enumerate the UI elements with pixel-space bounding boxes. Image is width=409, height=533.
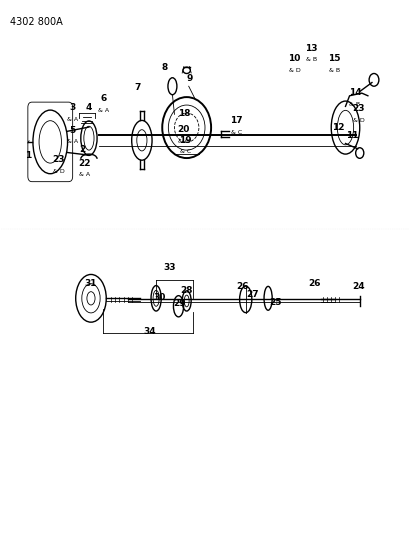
Text: & C: & C [180, 149, 191, 155]
Text: 27: 27 [246, 289, 259, 298]
Text: 15: 15 [328, 54, 340, 63]
Text: & A: & A [67, 117, 78, 122]
Text: 24: 24 [352, 282, 364, 291]
Text: & D: & D [288, 68, 300, 73]
Text: 25: 25 [268, 298, 281, 307]
Text: & B: & B [306, 57, 317, 62]
Text: 4: 4 [85, 103, 92, 112]
Text: 9: 9 [186, 74, 192, 83]
Text: 29: 29 [173, 299, 186, 308]
Text: 19: 19 [179, 136, 191, 145]
Text: 34: 34 [144, 327, 156, 336]
Text: 22: 22 [79, 159, 91, 167]
Text: & C: & C [231, 130, 242, 135]
Text: 23: 23 [352, 104, 364, 113]
Text: 4302 800A: 4302 800A [9, 17, 62, 27]
Text: 20: 20 [177, 125, 189, 134]
Text: 33: 33 [162, 263, 175, 272]
Text: 31: 31 [84, 279, 96, 288]
Text: 13: 13 [305, 44, 317, 53]
Text: 23: 23 [52, 155, 65, 164]
Text: 3: 3 [70, 103, 76, 112]
Text: 17: 17 [230, 116, 243, 125]
Text: & A: & A [79, 172, 90, 177]
Text: 11: 11 [345, 131, 358, 140]
Text: & C: & C [178, 139, 189, 144]
Text: 7: 7 [134, 83, 141, 92]
Text: 5: 5 [70, 126, 76, 135]
Text: & A: & A [67, 140, 78, 144]
Text: 1: 1 [25, 151, 31, 160]
Text: 26: 26 [307, 279, 319, 288]
Text: 12: 12 [332, 123, 344, 132]
Text: 6: 6 [101, 94, 107, 103]
Text: & D: & D [52, 168, 64, 174]
Text: 14: 14 [348, 88, 360, 97]
Text: & A: & A [98, 108, 109, 113]
Text: 2: 2 [79, 146, 86, 155]
Text: 18: 18 [177, 109, 190, 118]
Text: 8: 8 [161, 63, 167, 71]
Text: 30: 30 [153, 293, 165, 302]
Text: 26: 26 [236, 282, 248, 291]
Text: 10: 10 [288, 54, 300, 63]
Text: & B: & B [328, 68, 339, 73]
Text: & D: & D [352, 118, 364, 123]
Text: & B: & B [348, 102, 360, 107]
Text: 28: 28 [180, 286, 193, 295]
